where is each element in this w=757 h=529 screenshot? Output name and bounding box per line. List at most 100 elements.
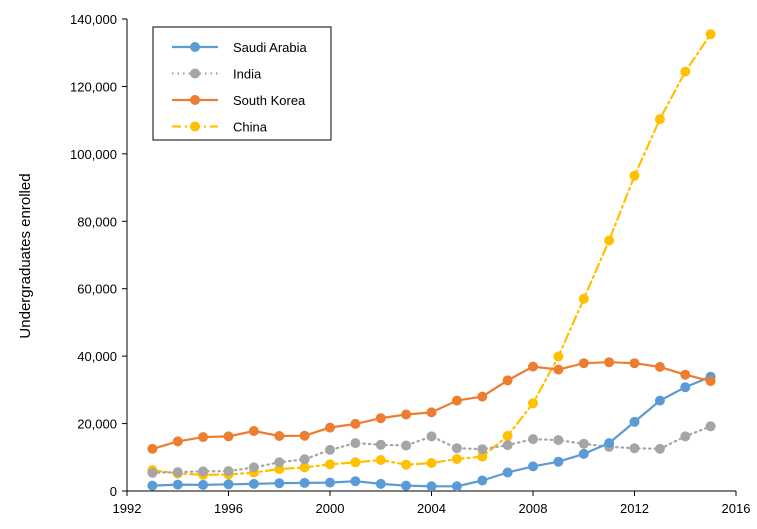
data-point-india (325, 444, 335, 455)
data-point-india (502, 440, 513, 451)
y-tick-label: 140,000 (70, 12, 117, 27)
data-point-china (325, 459, 335, 470)
data-point-china (705, 29, 716, 40)
data-point-south-korea (426, 407, 437, 418)
data-point-saudi-arabia (528, 461, 538, 472)
data-point-india (401, 440, 412, 451)
y-tick-label: 60,000 (77, 282, 117, 297)
data-point-china (680, 66, 691, 77)
data-point-south-korea (325, 422, 335, 433)
data-point-south-korea (198, 432, 209, 443)
data-point-south-korea (680, 369, 691, 380)
data-point-china (375, 455, 386, 465)
series-saudi-arabia (147, 371, 716, 492)
legend-label-saudi-arabia: Saudi Arabia (233, 40, 307, 55)
data-point-south-korea (223, 431, 234, 442)
data-point-saudi-arabia (401, 480, 412, 491)
data-point-saudi-arabia (375, 478, 386, 489)
data-point-saudi-arabia (426, 481, 437, 492)
series-india (147, 421, 716, 478)
axes: 0 20,000 40,000 60,000 80,000 100,000 120,000 1… (70, 12, 750, 516)
data-point-india (629, 443, 640, 454)
data-point-china (654, 114, 665, 125)
data-point-china (553, 351, 564, 362)
data-point-south-korea (705, 376, 716, 387)
data-point-saudi-arabia (629, 416, 640, 427)
data-point-india (451, 443, 462, 454)
data-point-china (451, 454, 462, 464)
data-point-saudi-arabia (299, 477, 310, 488)
data-point-india (553, 435, 564, 446)
data-point-india (274, 457, 285, 468)
data-point-south-korea (578, 358, 589, 369)
x-tick-label: 2004 (417, 501, 446, 516)
legend-box (152, 26, 332, 141)
data-point-india (426, 431, 437, 442)
data-point-saudi-arabia (198, 479, 209, 490)
data-point-india (299, 454, 310, 465)
legend-label-china: China (233, 120, 268, 135)
data-point-india (223, 466, 234, 477)
data-point-india (528, 434, 538, 445)
x-tick-label: 1996 (214, 501, 243, 516)
data-point-india (350, 438, 361, 449)
data-point-saudi-arabia (578, 448, 589, 459)
data-point-china (629, 170, 640, 181)
data-point-south-korea (401, 409, 412, 420)
data-point-south-korea (172, 436, 183, 447)
data-point-saudi-arabia (350, 476, 361, 487)
legend: Saudi Arabia India South Korea China (152, 26, 332, 141)
y-tick-label: 40,000 (77, 349, 117, 364)
legend-marker-saudi-arabia (190, 42, 200, 52)
data-point-saudi-arabia (553, 456, 564, 467)
data-point-saudi-arabia (223, 479, 234, 490)
data-point-india (198, 466, 209, 477)
data-point-south-korea (375, 413, 386, 424)
data-point-saudi-arabia (325, 477, 335, 488)
legend-label-south-korea: South Korea (233, 93, 306, 108)
data-point-india (654, 443, 665, 454)
x-tick-label: 2000 (316, 501, 345, 516)
data-point-saudi-arabia (147, 480, 158, 491)
data-point-china (401, 459, 412, 470)
data-point-china (502, 431, 513, 441)
data-point-south-korea (451, 395, 462, 406)
data-point-china (578, 293, 589, 304)
data-point-saudi-arabia (654, 395, 665, 406)
y-tick-label: 80,000 (77, 214, 117, 229)
data-point-india (578, 438, 589, 449)
data-point-south-korea (147, 443, 158, 454)
data-point-saudi-arabia (274, 478, 285, 489)
data-point-south-korea (604, 357, 615, 368)
data-point-south-korea (350, 418, 361, 429)
data-point-india (375, 439, 386, 450)
legend-marker-south-korea (190, 95, 200, 105)
x-tick-label: 2016 (722, 501, 751, 516)
data-point-south-korea (299, 430, 310, 441)
data-point-china (426, 458, 437, 468)
series-layer (147, 29, 716, 492)
data-point-india (680, 431, 691, 442)
data-point-south-korea (502, 375, 513, 386)
data-point-saudi-arabia (248, 478, 259, 489)
data-point-india (172, 467, 183, 478)
data-point-south-korea (528, 361, 538, 372)
data-point-india (248, 462, 259, 473)
y-tick-label: 120,000 (70, 79, 117, 94)
x-tick-label: 2012 (620, 501, 649, 516)
y-tick-label: 20,000 (77, 417, 117, 432)
data-point-south-korea (629, 358, 640, 369)
series-south-korea (147, 357, 716, 454)
data-point-saudi-arabia (451, 481, 462, 492)
series-line-india (151, 425, 712, 474)
legend-label-india: India (233, 67, 262, 82)
data-point-china (299, 462, 310, 473)
data-point-south-korea (248, 426, 259, 436)
y-tick-label: 0 (110, 484, 117, 499)
data-point-saudi-arabia (172, 479, 183, 490)
data-point-china (604, 235, 615, 246)
data-point-india (147, 467, 158, 478)
y-tick-label: 100,000 (70, 147, 117, 162)
data-point-india (705, 421, 716, 432)
